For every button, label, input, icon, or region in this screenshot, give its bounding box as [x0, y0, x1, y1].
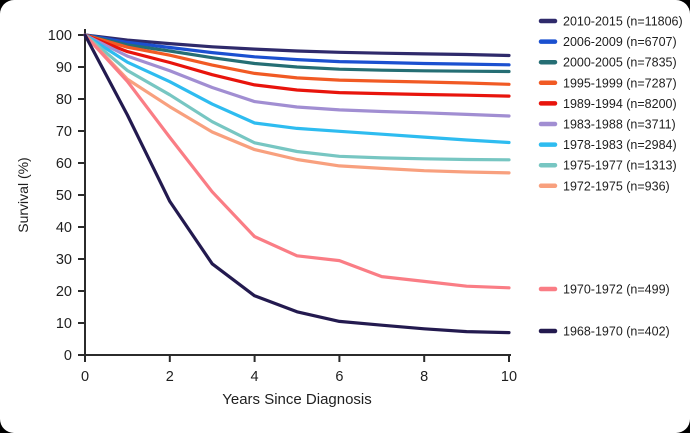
series-line-4 [83, 33, 511, 98]
legend-label-6: 1978-1983 (n=2984) [563, 138, 677, 152]
legend-label-10: 1968-1970 (n=402) [563, 325, 670, 339]
y-tick-label: 70 [56, 124, 72, 140]
legend-label-2: 2000-2005 (n=7835) [563, 56, 677, 70]
series-line-10 [83, 33, 511, 335]
x-tick-label: 0 [81, 369, 89, 385]
legend-label-5: 1983-1988 (n=3711) [563, 118, 676, 132]
series-line-3 [83, 33, 511, 86]
y-tick-label: 90 [56, 60, 72, 76]
y-axis-title: Survival (%) [15, 157, 31, 232]
series-line-9 [83, 33, 511, 290]
y-tick-label: 20 [56, 284, 72, 300]
legend-label-1: 2006-2009 (n=6707) [563, 35, 677, 49]
legend-label-3: 1995-1999 (n=7287) [563, 76, 677, 90]
y-tick-label: 30 [56, 252, 72, 268]
x-tick-label: 10 [501, 369, 517, 385]
y-tick-label: 80 [56, 92, 72, 108]
series-line-5 [83, 33, 511, 118]
legend-label-8: 1972-1975 (n=936) [563, 179, 670, 193]
legend-label-9: 1970-1972 (n=499) [563, 283, 670, 297]
y-tick-label: 60 [56, 156, 72, 172]
y-tick-label: 0 [64, 348, 72, 364]
x-axis-title: Years Since Diagnosis [222, 391, 372, 408]
x-tick-label: 6 [335, 369, 343, 385]
legend-label-4: 1989-1994 (n=8200) [563, 97, 677, 111]
series-line-8 [83, 33, 511, 175]
x-tick-label: 4 [251, 369, 259, 385]
x-tick-label: 8 [420, 369, 428, 385]
y-tick-label: 100 [48, 28, 72, 44]
legend-label-0: 2010-2015 (n=11806) [563, 15, 683, 29]
series-line-2 [83, 33, 511, 74]
y-tick-label: 10 [56, 316, 72, 332]
y-tick-label: 40 [56, 220, 72, 236]
series-line-1 [83, 33, 511, 67]
legend-label-7: 1975-1977 (n=1313) [563, 159, 677, 173]
series-line-7 [83, 33, 511, 162]
series-line-0 [83, 33, 511, 58]
series-line-6 [83, 33, 511, 145]
y-tick-label: 50 [56, 188, 72, 204]
x-tick-label: 2 [166, 369, 174, 385]
